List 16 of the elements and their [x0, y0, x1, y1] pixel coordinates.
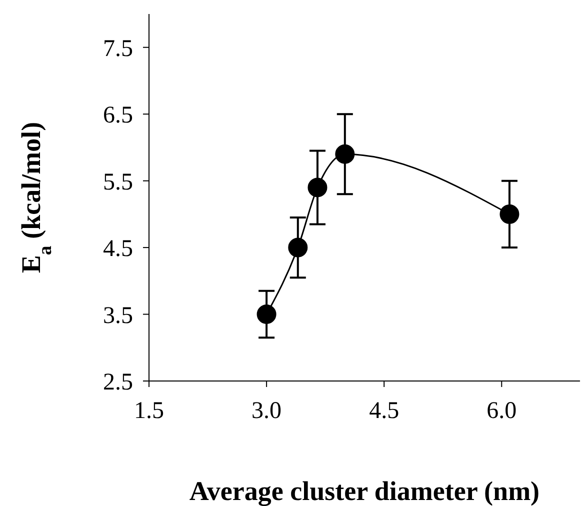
- x-tick-label: 4.5: [369, 398, 400, 424]
- y-tick-label: 7.5: [103, 36, 133, 62]
- y-tick-label: 6.5: [103, 102, 133, 129]
- point: [308, 178, 328, 198]
- x-tick-label: 6.0: [486, 398, 517, 424]
- point: [288, 238, 308, 258]
- point: [500, 204, 520, 224]
- y-tick-label: 5.5: [103, 169, 133, 196]
- x-tick-label: 3.0: [252, 398, 282, 424]
- y-tick-label: 3.5: [103, 302, 133, 329]
- x-axis-title: Average cluster diameter (nm): [189, 476, 540, 506]
- x-tick-label: 1.5: [134, 398, 164, 424]
- point: [256, 304, 276, 324]
- y-tick-label: 2.5: [103, 370, 133, 396]
- y-tick-label: 4.5: [103, 236, 133, 262]
- point: [335, 144, 355, 164]
